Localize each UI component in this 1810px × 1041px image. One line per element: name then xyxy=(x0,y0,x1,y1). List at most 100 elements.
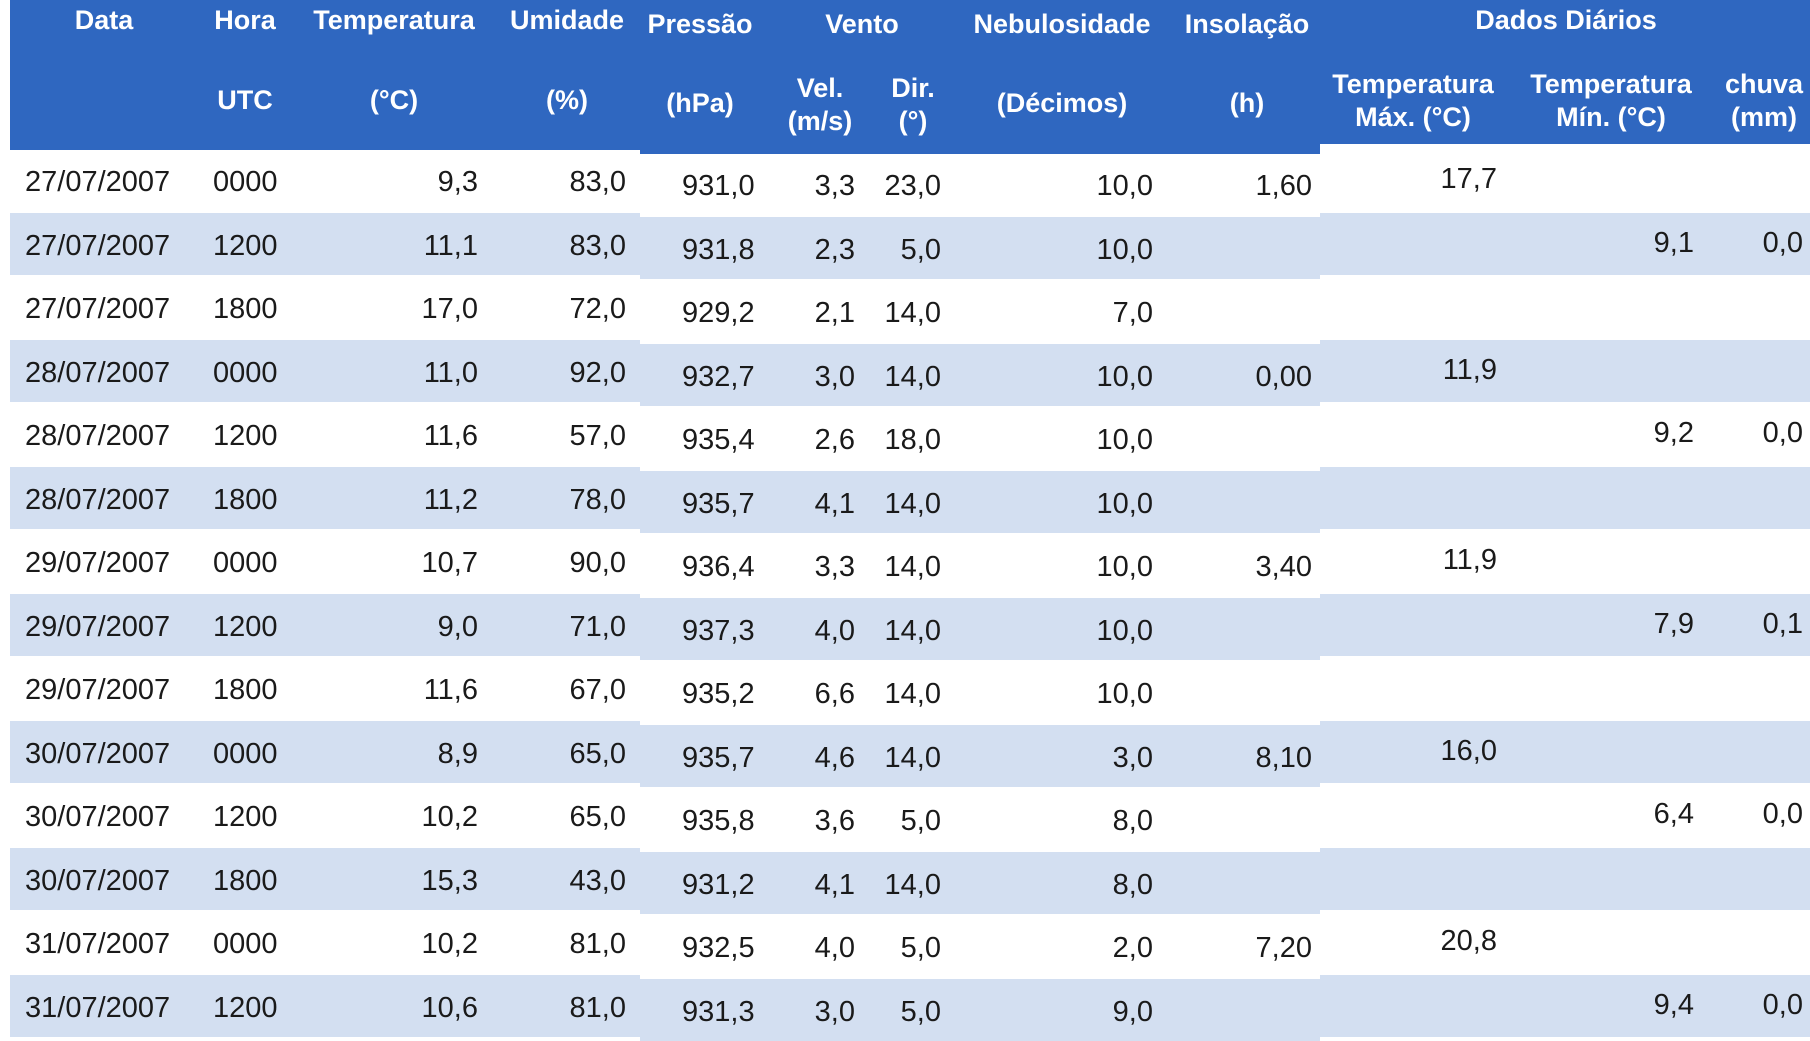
cell-insolacao: 0,00 xyxy=(1255,360,1312,393)
header-insolacao-unit: (h) xyxy=(1229,88,1265,118)
cell-data: 31/07/2007 xyxy=(25,991,171,1024)
cell-pressao: 936,4 xyxy=(682,551,755,583)
cell-temperatura: 10,6 xyxy=(421,991,478,1024)
cell-temp-max: 20,8 xyxy=(1440,925,1497,957)
cell-hora: 1800 xyxy=(213,864,278,897)
cell-vento-vel: 4,1 xyxy=(814,487,855,520)
cell-vento-vel: 4,0 xyxy=(814,932,855,964)
header-data: Data xyxy=(74,5,134,35)
cell-vento-dir: 14,0 xyxy=(884,360,941,393)
row-band xyxy=(10,848,640,910)
header-vento-dir-line2: (°) xyxy=(898,106,928,136)
header-umidade-unit: (%) xyxy=(546,85,588,115)
cell-pressao: 929,2 xyxy=(682,297,755,329)
cell-hora: 0000 xyxy=(213,737,278,770)
cell-temp-min: 9,4 xyxy=(1653,988,1694,1021)
cell-umidade: 67,0 xyxy=(569,674,626,706)
cell-temp-min: 9,2 xyxy=(1653,417,1694,449)
row-band xyxy=(640,217,1320,279)
cell-nebulosidade: 9,0 xyxy=(1112,995,1153,1028)
cell-umidade: 43,0 xyxy=(569,864,626,897)
header-vento: Vento xyxy=(825,9,899,39)
cell-temp-max: 17,7 xyxy=(1440,163,1497,195)
cell-temperatura: 10,2 xyxy=(421,801,478,833)
row-band xyxy=(640,725,1320,787)
header-tmax-line2: Máx. (°C) xyxy=(1355,102,1471,132)
cell-chuva: 0,0 xyxy=(1762,988,1803,1021)
cell-temp-max: 11,9 xyxy=(1442,544,1497,576)
cell-hora: 0000 xyxy=(213,356,278,389)
cell-chuva: 0,0 xyxy=(1762,226,1803,259)
row-band xyxy=(1320,594,1810,656)
row-band xyxy=(1320,721,1810,783)
cell-umidade: 65,0 xyxy=(569,801,626,833)
row-band xyxy=(10,594,640,656)
cell-data: 28/07/2007 xyxy=(25,356,171,389)
cell-temperatura: 9,0 xyxy=(437,610,478,643)
cell-data: 29/07/2007 xyxy=(25,610,171,643)
header-insolacao: Insolação xyxy=(1184,9,1310,39)
cell-hora: 1800 xyxy=(213,674,278,706)
header-background-middle xyxy=(640,0,1320,154)
cell-nebulosidade: 3,0 xyxy=(1112,741,1153,774)
cell-nebulosidade: 8,0 xyxy=(1112,805,1153,837)
header-background-right xyxy=(1320,0,1810,144)
cell-nebulosidade: 10,0 xyxy=(1096,424,1153,456)
cell-vento-vel: 4,6 xyxy=(814,741,855,774)
cell-nebulosidade: 7,0 xyxy=(1112,297,1153,329)
cell-temperatura: 11,6 xyxy=(423,420,478,452)
header-chuva: chuva (mm) xyxy=(1725,68,1803,134)
row-band xyxy=(10,721,640,783)
header-chuva-line2: (mm) xyxy=(1730,102,1797,132)
cell-vento-vel: 2,3 xyxy=(814,233,855,266)
cell-hora: 1200 xyxy=(213,991,278,1024)
cell-pressao: 932,5 xyxy=(682,932,755,964)
header-vento-vel-line1: Vel. xyxy=(796,73,844,103)
cell-vento-vel: 3,6 xyxy=(814,805,855,837)
cell-pressao: 931,2 xyxy=(682,868,755,901)
cell-nebulosidade: 10,0 xyxy=(1096,551,1153,583)
header-hora: Hora xyxy=(214,5,276,35)
cell-umidade: 71,0 xyxy=(569,610,626,643)
cell-temp-max: 16,0 xyxy=(1440,734,1497,767)
cell-vento-dir: 5,0 xyxy=(900,233,941,266)
header-tmin-line2: Mín. (°C) xyxy=(1556,102,1666,132)
cell-hora: 1800 xyxy=(213,293,278,325)
header-chuva-line1: chuva xyxy=(1724,69,1804,99)
row-band xyxy=(640,344,1320,406)
cell-nebulosidade: 10,0 xyxy=(1096,487,1153,520)
cell-vento-dir: 23,0 xyxy=(884,170,941,202)
cell-hora: 0000 xyxy=(213,547,278,579)
cell-temp-min: 6,4 xyxy=(1653,798,1694,830)
cell-vento-dir: 5,0 xyxy=(900,932,941,964)
cell-hora: 1200 xyxy=(213,229,278,262)
cell-data: 28/07/2007 xyxy=(25,420,171,452)
cell-temperatura: 15,3 xyxy=(421,864,478,897)
cell-temp-max: 11,9 xyxy=(1442,353,1497,386)
cell-vento-vel: 4,1 xyxy=(814,868,855,901)
cell-umidade: 90,0 xyxy=(569,547,626,579)
header-vento-dir: Dir. (°) xyxy=(891,72,935,138)
header-tmax-line1: Temperatura xyxy=(1332,69,1494,99)
header-vento-vel-line2: (m/s) xyxy=(787,106,853,136)
header-hora-unit: UTC xyxy=(217,85,273,115)
cell-temperatura: 11,2 xyxy=(423,483,478,516)
cell-pressao: 935,8 xyxy=(682,805,755,837)
cell-vento-vel: 3,0 xyxy=(814,360,855,393)
cell-pressao: 931,3 xyxy=(682,995,755,1028)
cell-temperatura: 11,6 xyxy=(423,674,478,706)
cell-umidade: 92,0 xyxy=(569,356,626,389)
cell-umidade: 78,0 xyxy=(569,483,626,516)
header-umidade: Umidade xyxy=(509,5,625,35)
cell-data: 30/07/2007 xyxy=(25,801,171,833)
cell-vento-dir: 14,0 xyxy=(884,868,941,901)
row-band xyxy=(1320,975,1810,1037)
header-tmax: Temperatura Máx. (°C) xyxy=(1332,68,1494,134)
row-band xyxy=(1320,848,1810,910)
cell-pressao: 935,7 xyxy=(682,487,755,520)
cell-vento-vel: 2,1 xyxy=(814,297,855,329)
cell-umidade: 65,0 xyxy=(569,737,626,770)
row-band xyxy=(1320,340,1810,402)
cell-chuva: 0,1 xyxy=(1762,607,1803,640)
cell-umidade: 81,0 xyxy=(569,928,626,960)
